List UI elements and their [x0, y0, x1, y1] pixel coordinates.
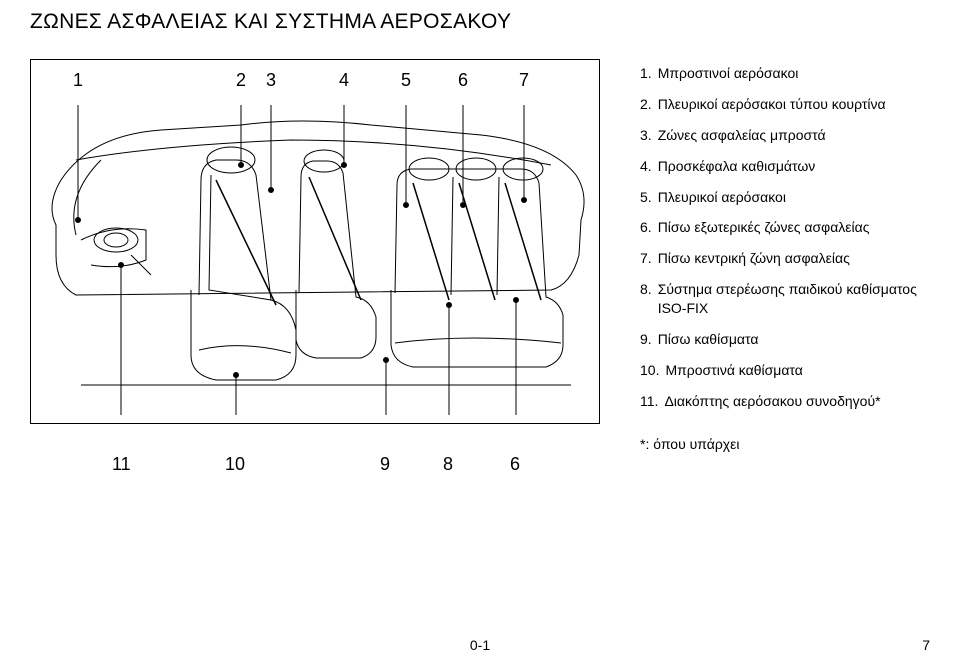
car-cutaway-illustration	[41, 105, 591, 415]
legend-list: 1. Μπροστινοί αερόσακοι 2. Πλευρικοί αερόσ…	[640, 64, 930, 411]
item-text: Πίσω κεντρική ζώνη ασφαλείας	[658, 249, 850, 268]
item-text: Ζώνες ασφαλείας μπροστά	[658, 126, 826, 145]
item-number: 11.	[640, 392, 658, 411]
page-title: ΖΩΝΕΣ ΑΣΦΑΛΕΙΑΣ ΚΑΙ ΣΥΣΤΗΜΑ ΑΕΡΟΣΑΚΟΥ	[30, 10, 930, 34]
item-text: Προσκέφαλα καθισμάτων	[658, 157, 816, 176]
page-reference: 0-1	[470, 637, 490, 653]
item-number: 4.	[640, 157, 652, 176]
item-text: Πλευρικοί αερόσακοι	[658, 188, 786, 207]
item-text: Σύστημα στερέωσης παιδικού καθίσματος IS…	[658, 280, 930, 318]
bottom-label-6: 6	[510, 454, 520, 475]
list-item: 4. Προσκέφαλα καθισμάτων	[640, 157, 930, 176]
bottom-label-row: 11 10 9 8 6	[30, 454, 600, 479]
item-number: 2.	[640, 95, 652, 114]
list-item: 9. Πίσω καθίσματα	[640, 330, 930, 349]
footnote: *: όπου υπάρχει	[640, 436, 930, 452]
list-item: 3. Ζώνες ασφαλείας μπροστά	[640, 126, 930, 145]
list-item: 6. Πίσω εξωτερικές ζώνες ασφαλείας	[640, 218, 930, 237]
diagram-area: 1 2 3 4 5 6 7	[30, 59, 600, 479]
list-item: 2. Πλευρικοί αερόσακοι τύπου κουρτίνα	[640, 95, 930, 114]
item-text: Πίσω εξωτερικές ζώνες ασφαλείας	[658, 218, 870, 237]
top-label-7: 7	[519, 70, 529, 91]
bottom-label-8: 8	[443, 454, 453, 475]
item-text: Πλευρικοί αερόσακοι τύπου κουρτίνα	[658, 95, 886, 114]
item-text: Διακόπτης αερόσακου συνοδηγού*	[664, 392, 880, 411]
page-number: 7	[922, 637, 930, 653]
top-label-1: 1	[73, 70, 83, 91]
content-row: 1 2 3 4 5 6 7	[30, 59, 930, 479]
list-item: 10. Μπροστινά καθίσματα	[640, 361, 930, 380]
legend-area: 1. Μπροστινοί αερόσακοι 2. Πλευρικοί αερόσ…	[640, 59, 930, 479]
list-item: 5. Πλευρικοί αερόσακοι	[640, 188, 930, 207]
item-number: 5.	[640, 188, 652, 207]
item-number: 8.	[640, 280, 652, 318]
item-number: 10.	[640, 361, 659, 380]
top-label-5: 5	[401, 70, 411, 91]
item-number: 7.	[640, 249, 652, 268]
bottom-label-10: 10	[225, 454, 245, 475]
top-label-4: 4	[339, 70, 349, 91]
item-number: 9.	[640, 330, 652, 349]
item-text: Μπροστινοί αερόσακοι	[658, 64, 799, 83]
item-number: 1.	[640, 64, 652, 83]
list-item: 7. Πίσω κεντρική ζώνη ασφαλείας	[640, 249, 930, 268]
bottom-label-9: 9	[380, 454, 390, 475]
item-text: Μπροστινά καθίσματα	[665, 361, 802, 380]
list-item: 11. Διακόπτης αερόσακου συνοδηγού*	[640, 392, 930, 411]
top-label-6: 6	[458, 70, 468, 91]
item-number: 6.	[640, 218, 652, 237]
top-label-3: 3	[266, 70, 276, 91]
list-item: 1. Μπροστινοί αερόσακοι	[640, 64, 930, 83]
list-item: 8.Σύστημα στερέωσης παιδικού καθίσματος …	[640, 280, 930, 318]
diagram-frame: 1 2 3 4 5 6 7	[30, 59, 600, 424]
item-number: 3.	[640, 126, 652, 145]
bottom-label-11: 11	[112, 454, 131, 475]
top-label-2: 2	[236, 70, 246, 91]
item-text: Πίσω καθίσματα	[658, 330, 759, 349]
